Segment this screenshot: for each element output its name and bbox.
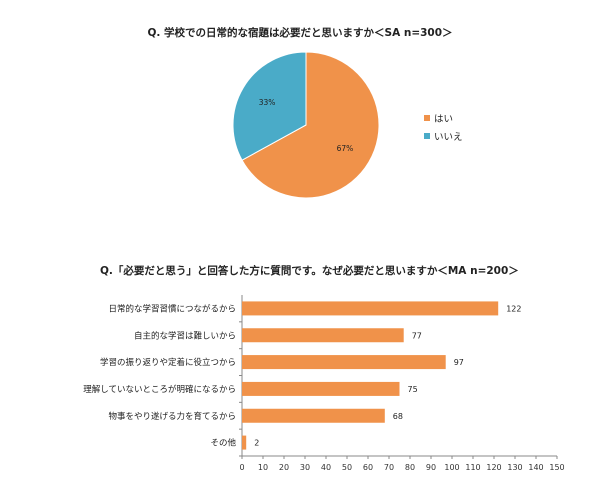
bar-chart-title: Q.「必要だと思う」と回答した方に質問です。なぜ必要だと思いますか＜MA n=2… xyxy=(100,265,519,277)
x-tick-label: 30 xyxy=(300,463,310,472)
category-label: 理解していないところが明確になるから xyxy=(83,384,236,395)
x-tick-label: 20 xyxy=(279,463,289,472)
bar-2 xyxy=(242,355,446,370)
bar-3 xyxy=(242,381,400,396)
x-tick-label: 90 xyxy=(426,463,436,472)
x-tick-label: 0 xyxy=(239,463,244,472)
category-label: 日常的な学習習慣につながるから xyxy=(108,303,236,314)
legend-item-no: いいえ xyxy=(424,129,463,143)
legend-label-no: いいえ xyxy=(434,132,463,143)
bar-4 xyxy=(242,408,385,423)
x-tick-label: 10 xyxy=(258,463,268,472)
bar-5 xyxy=(242,435,247,450)
pie-slice-1 xyxy=(232,51,307,161)
category-label: 物事をやり遂げる力を育てるから xyxy=(108,411,236,422)
x-tick-label: 130 xyxy=(507,463,522,472)
pie-slice-label-1: 33% xyxy=(259,98,276,107)
bar-1 xyxy=(242,328,404,343)
x-tick-label: 40 xyxy=(321,463,331,472)
bar-value-label: 77 xyxy=(412,331,422,340)
legend-swatch-no xyxy=(424,133,430,139)
pie-slice-0 xyxy=(241,51,380,199)
x-tick-label: 140 xyxy=(528,463,543,472)
x-tick-label: 110 xyxy=(465,463,480,472)
legend-swatch-yes xyxy=(424,115,430,121)
bar-value-label: 122 xyxy=(506,304,521,313)
bar-value-label: 2 xyxy=(254,439,259,448)
category-label: 自主的な学習は難しいから xyxy=(134,330,236,341)
legend-label-yes: はい xyxy=(434,114,454,125)
x-tick-label: 80 xyxy=(405,463,415,472)
x-tick-label: 60 xyxy=(363,463,373,472)
x-tick-label: 120 xyxy=(486,463,501,472)
bar-value-label: 97 xyxy=(454,358,464,367)
x-tick-label: 150 xyxy=(549,463,564,472)
bar-value-label: 68 xyxy=(393,412,403,421)
x-tick-label: 50 xyxy=(342,463,352,472)
pie-chart-title: Q. 学校での日常的な宿題は必要だと思いますか＜SA n=300＞ xyxy=(147,27,453,39)
legend-item-yes: はい xyxy=(424,111,453,125)
x-tick-label: 100 xyxy=(444,463,459,472)
pie-slice-label-0: 67% xyxy=(337,144,354,153)
category-label: 学習の振り返りや定着に役立つから xyxy=(100,357,236,368)
category-label: その他 xyxy=(210,438,236,449)
bar-value-label: 75 xyxy=(408,385,418,394)
bar-0 xyxy=(242,301,499,316)
x-tick-label: 70 xyxy=(384,463,394,472)
